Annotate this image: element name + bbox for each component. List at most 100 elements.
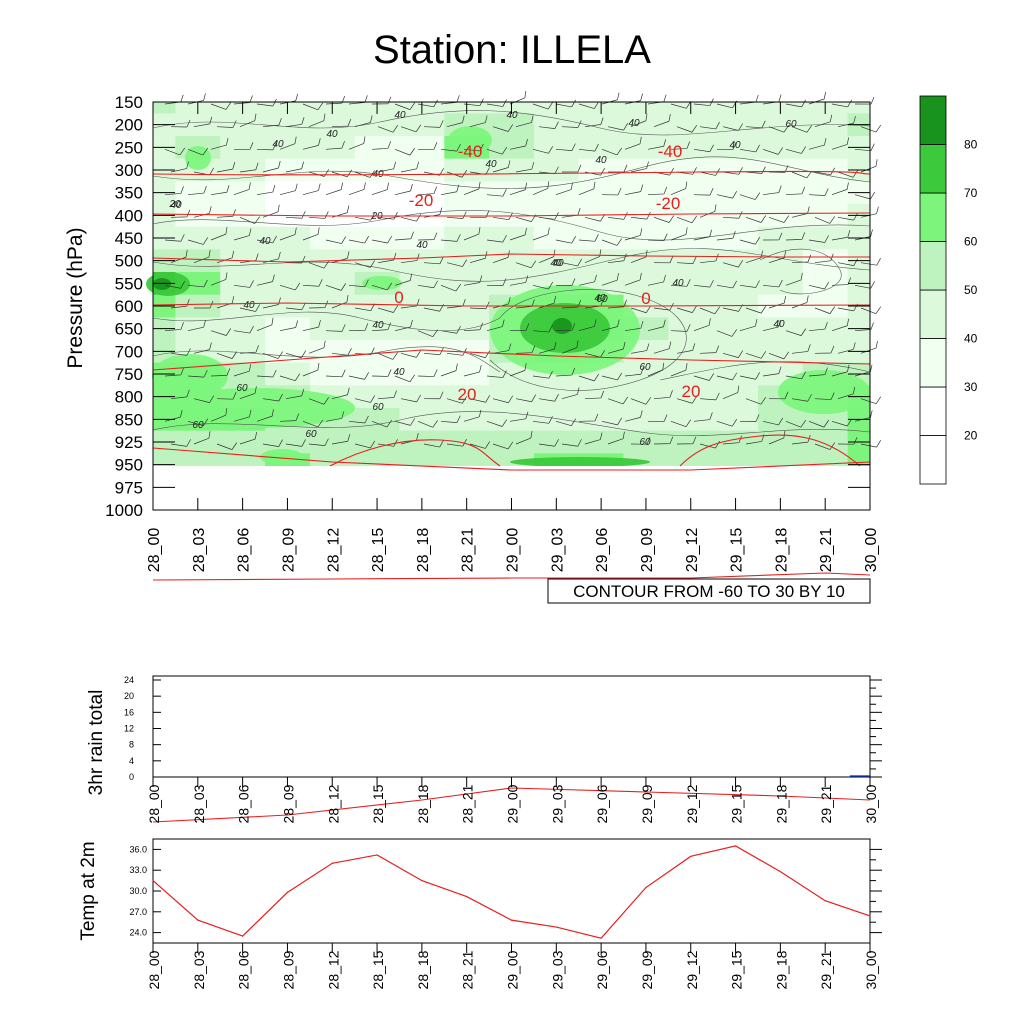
temperature-contour-line [152,170,871,176]
wind-barb [762,366,782,377]
humidity-cell [265,158,311,182]
wind-barb [233,280,254,288]
humidity-cell [265,249,311,273]
humidity-cell [399,158,445,182]
wind-barb [561,387,580,400]
wind-barb [308,397,330,405]
pressure-tick-label: 300 [115,161,143,180]
humidity-cell [265,362,311,386]
wind-barb [187,320,206,332]
humidity-cell [399,317,445,341]
wind-barb [469,115,488,128]
temperature-contour-line [152,212,871,217]
humidity-cell [175,226,221,250]
wind-barb [486,146,508,155]
wind-barb [354,212,375,221]
wind-barb [647,233,668,242]
wind-barb [170,348,191,356]
wind-barb [400,214,422,222]
wind-barb [699,306,721,315]
humidity-cell [444,362,490,386]
wind-barb [630,397,652,405]
wind-barb [509,90,527,105]
wind-barb [210,272,228,286]
wind-barb [538,341,557,354]
humidity-cell [533,181,580,205]
wind-barb [693,144,714,153]
wind-barb [210,185,230,196]
wind-barb [394,319,413,332]
humidity-contour-label: 40 [170,200,182,211]
wind-barb [785,371,806,380]
rain-ytick-label: 24 [124,675,134,685]
wind-barb [446,299,466,309]
wind-barb [647,362,665,377]
wind-barb [348,415,369,424]
humidity-contour-label: 40 [506,110,518,121]
humidity-cell [668,136,714,160]
wind-barb [446,211,467,219]
wind-barb [371,141,392,150]
wind-barb [515,345,536,354]
humidity-cell [220,340,266,364]
wind-barb [170,209,191,218]
wind-barb [814,442,836,450]
wind-barb [814,392,835,400]
humidity-cell [757,113,804,137]
wind-barb [302,183,321,196]
wind-barb [233,228,252,241]
humidity-cell [399,294,445,318]
temperature-contour-line [152,572,871,581]
wind-barb [417,420,438,428]
wind-barb [785,272,803,286]
humidity-cell [713,294,759,318]
wind-barb [607,212,628,220]
wind-barb [653,436,674,445]
humidity-cell [399,181,445,205]
wind-barb [440,95,460,105]
wind-barb [808,188,829,196]
time-tick-label: 29_18 [773,528,790,573]
wind-barb [785,146,807,154]
wind-barb [233,142,254,150]
humidity-cell [713,204,759,228]
humidity-cell [802,136,849,160]
wind-barb [762,185,782,196]
humidity-cell [153,102,176,114]
wind-barb [446,439,467,447]
wind-barb [371,419,393,428]
wind-barb [170,389,190,400]
humidity-cell [489,408,535,432]
humidity-cell [220,226,266,250]
wind-barb [808,137,827,150]
wind-barb [561,120,582,128]
time-tick-label: 29_21 [818,528,835,573]
wind-barb [561,340,579,354]
wind-barb [515,394,536,403]
rain-xtick-label: 28_12 [325,784,341,823]
colorbar-box [919,386,947,436]
humidity-cell [802,272,849,296]
temp-ytick-label: 24.0 [129,928,147,938]
wind-barb [216,392,237,400]
humidity-cell [444,430,490,454]
wind-barb [210,137,229,150]
humidity-cell [444,385,490,409]
wind-barb [440,184,460,196]
time-axis: 28_00 28_03 28_06 28_09 28_12 28_15 28_18 28_21… [146,102,880,572]
temp-xtick-label: 29_12 [684,950,700,989]
wind-barb [762,319,781,332]
wind-barb [739,237,761,245]
wind-barb [417,369,438,377]
wind-barb [578,319,597,332]
humidity-field [146,102,871,477]
wind-barb [555,99,576,108]
wind-barb [325,411,345,422]
wind-barb [308,211,329,219]
wind-barb [854,322,874,332]
humidity-cell [713,136,759,160]
wind-barb [532,181,550,195]
wind-barb [601,417,623,426]
wind-barb [308,113,326,127]
wind-barb [716,142,737,150]
